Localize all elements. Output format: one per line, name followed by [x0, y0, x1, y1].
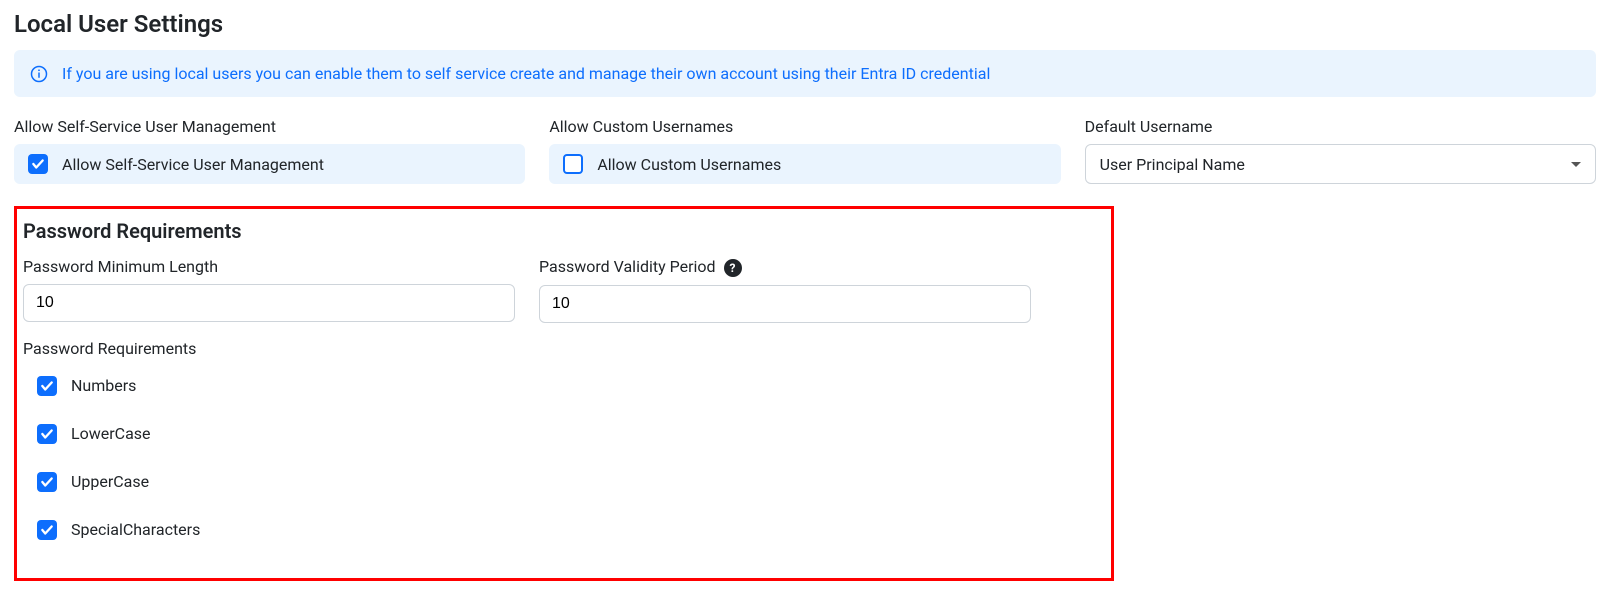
field-password-min-length: Password Minimum Length: [23, 257, 515, 323]
password-requirements-list: Password Requirements Numbers LowerCase Up…: [19, 339, 1101, 546]
checkbox-icon: [37, 472, 57, 492]
chevron-down-icon: [1571, 162, 1581, 167]
password-requirements-title: Password Requirements: [23, 219, 1101, 243]
self-service-label: Allow Self-Service User Management: [14, 117, 525, 136]
checkbox-icon: [37, 520, 57, 540]
self-service-checkbox-label: Allow Self-Service User Management: [62, 155, 324, 174]
checkbox-icon: [37, 376, 57, 396]
custom-usernames-checkbox-label: Allow Custom Usernames: [597, 155, 781, 174]
password-requirement-label: LowerCase: [71, 424, 151, 443]
default-username-value: User Principal Name: [1100, 155, 1245, 174]
password-requirements-panel: Password Requirements Password Minimum L…: [14, 206, 1114, 581]
password-validity-label-text: Password Validity Period: [539, 257, 716, 276]
password-requirement-item[interactable]: UpperCase: [23, 466, 1101, 498]
info-banner-text: If you are using local users you can ena…: [62, 64, 990, 83]
password-requirement-label: Numbers: [71, 376, 136, 395]
field-default-username: Default Username User Principal Name: [1085, 117, 1596, 184]
checkbox-icon: [28, 154, 48, 174]
default-username-label: Default Username: [1085, 117, 1596, 136]
help-icon[interactable]: ?: [724, 259, 742, 277]
checkbox-icon: [563, 154, 583, 174]
page-title: Local User Settings: [14, 10, 1596, 38]
password-requirement-item[interactable]: SpecialCharacters: [23, 514, 1101, 546]
info-icon: [30, 65, 48, 83]
custom-usernames-checkbox-row[interactable]: Allow Custom Usernames: [549, 144, 1060, 184]
password-validity-label: Password Validity Period ?: [539, 257, 1031, 277]
password-min-length-label: Password Minimum Length: [23, 257, 515, 276]
password-requirement-item[interactable]: Numbers: [23, 370, 1101, 402]
password-validity-input[interactable]: [539, 285, 1031, 323]
field-self-service: Allow Self-Service User Management Allow…: [14, 117, 525, 184]
password-min-length-input[interactable]: [23, 284, 515, 322]
default-username-select[interactable]: User Principal Name: [1085, 144, 1596, 184]
password-requirements-list-label: Password Requirements: [23, 339, 1101, 358]
password-requirement-label: SpecialCharacters: [71, 520, 200, 539]
info-banner: If you are using local users you can ena…: [14, 50, 1596, 97]
checkbox-icon: [37, 424, 57, 444]
password-requirement-item[interactable]: LowerCase: [23, 418, 1101, 450]
password-requirement-label: UpperCase: [71, 472, 149, 491]
custom-usernames-label: Allow Custom Usernames: [549, 117, 1060, 136]
field-custom-usernames: Allow Custom Usernames Allow Custom User…: [549, 117, 1060, 184]
self-service-checkbox-row[interactable]: Allow Self-Service User Management: [14, 144, 525, 184]
field-password-validity: Password Validity Period ?: [539, 257, 1031, 323]
